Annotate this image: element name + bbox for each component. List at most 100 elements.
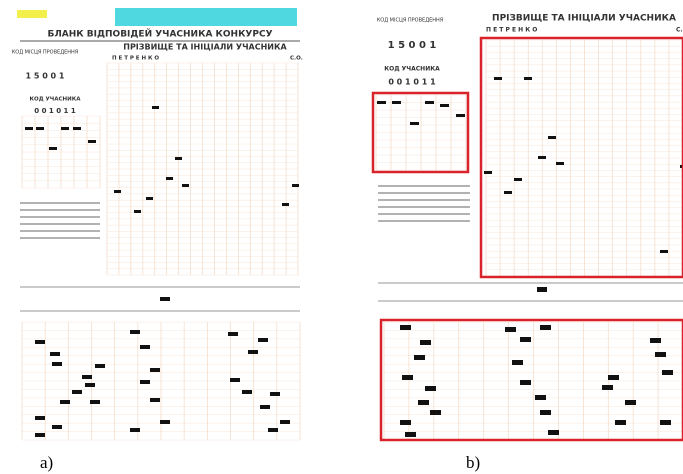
site-code-label: КОД МІСЦЯ ПРОВЕДЕННЯ	[12, 50, 79, 56]
answer-mark	[160, 297, 170, 301]
answer-mark	[60, 400, 70, 404]
answer-mark	[548, 430, 559, 435]
answer-mark	[88, 140, 96, 143]
answer-mark	[150, 368, 160, 372]
answer-mark	[35, 433, 45, 437]
initials: С.О.	[290, 56, 303, 62]
answer-mark	[425, 386, 436, 391]
answer-mark	[414, 355, 425, 360]
answer-mark	[140, 345, 150, 349]
answer-mark	[514, 178, 522, 181]
answer-mark	[655, 352, 666, 357]
answer-mark	[540, 325, 551, 330]
answer-mark	[166, 177, 173, 180]
answer-mark	[260, 405, 270, 409]
site-code-label: КОД МІСЦЯ ПРОВЕДЕННЯ	[377, 18, 444, 24]
answer-mark	[535, 395, 546, 400]
answer-mark	[377, 101, 386, 104]
answer-mark	[182, 184, 189, 187]
participant-code-label: КОД УЧАСНИКА	[30, 97, 82, 103]
initials: С.	[676, 27, 683, 34]
highlight-box	[381, 320, 683, 440]
answer-mark	[556, 162, 564, 165]
answer-mark	[537, 287, 547, 292]
answer-mark	[50, 352, 60, 356]
answer-mark	[405, 432, 416, 437]
answer-mark	[130, 428, 140, 432]
answer-mark	[228, 332, 238, 336]
answer-mark	[418, 400, 429, 405]
answer-mark	[49, 147, 57, 150]
answer-mark	[114, 190, 121, 193]
answer-mark	[280, 420, 290, 424]
answer-mark	[146, 197, 153, 200]
answer-mark	[430, 410, 441, 415]
answer-mark	[258, 338, 268, 342]
answer-mark	[660, 420, 671, 425]
name-label: ПРІЗВИЩЕ ТА ІНІЦІАЛИ УЧАСНИКА	[123, 43, 287, 52]
answer-mark	[440, 104, 449, 107]
answer-mark	[456, 114, 465, 117]
answer-mark	[152, 106, 159, 109]
figure: БЛАНК ВІДПОВІДЕЙ УЧАСНИКА КОНКУРСУ КОД М…	[0, 0, 683, 474]
answer-mark	[140, 380, 150, 384]
answer-mark	[242, 390, 252, 394]
answer-mark	[248, 350, 258, 354]
answer-mark	[400, 325, 411, 330]
answer-mark	[662, 370, 673, 375]
answer-mark	[625, 400, 636, 405]
yellow-box	[17, 10, 47, 18]
answer-mark	[520, 380, 531, 385]
answer-mark	[175, 157, 182, 160]
answer-mark	[484, 171, 492, 174]
answer-mark	[538, 156, 546, 159]
answer-mark	[504, 191, 512, 194]
title: БЛАНК ВІДПОВІДЕЙ УЧАСНИКА КОНКУРСУ	[47, 28, 272, 40]
panel-a: БЛАНК ВІДПОВІДЕЙ УЧАСНИКА КОНКУРСУ КОД М…	[12, 8, 303, 440]
answer-mark	[90, 400, 100, 404]
panel-label: a)	[40, 453, 53, 472]
answer-mark	[282, 203, 289, 206]
answer-mark	[392, 101, 401, 104]
answer-mark	[82, 375, 92, 379]
answer-mark	[650, 338, 661, 343]
answer-mark	[52, 425, 62, 429]
answer-mark	[25, 127, 33, 130]
answer-mark	[660, 250, 668, 253]
answer-mark	[608, 375, 619, 380]
answer-mark	[520, 337, 531, 342]
answer-mark	[505, 327, 516, 332]
site-code: 1 5 0 0 1	[26, 72, 65, 81]
answer-mark	[402, 375, 413, 380]
answer-mark	[36, 127, 44, 130]
answer-mark	[512, 360, 523, 365]
answer-mark	[400, 420, 411, 425]
panel-b: КОД МІСЦЯ ПРОВЕДЕННЯ 1 5 0 0 1 КОД УЧАСН…	[373, 14, 683, 441]
answer-mark	[292, 184, 299, 187]
answer-mark	[35, 416, 45, 420]
answer-mark	[134, 210, 141, 213]
answer-mark	[95, 364, 105, 368]
site-code: 1 5 0 0 1	[388, 40, 437, 51]
answer-mark	[524, 77, 532, 80]
surname: П Е Т Р Е Н К О	[486, 27, 537, 34]
answer-mark	[420, 340, 431, 345]
cyan-box	[115, 8, 297, 26]
answer-mark	[52, 362, 62, 366]
answer-mark	[35, 340, 45, 344]
answer-mark	[61, 127, 69, 130]
answer-mark	[410, 122, 419, 125]
answer-mark	[160, 420, 170, 424]
answer-mark	[494, 77, 502, 80]
answer-mark	[73, 127, 81, 130]
answer-mark	[72, 390, 82, 394]
participant-code: 0 0 1 0 1 1	[388, 78, 436, 87]
answer-mark	[425, 101, 434, 104]
participant-code-label: КОД УЧАСНИКА	[384, 66, 440, 73]
highlight-box	[481, 38, 683, 277]
answer-mark	[150, 398, 160, 402]
answer-mark	[602, 385, 613, 390]
surname: П Е Т Р Е Н К О	[112, 56, 159, 62]
answer-mark	[268, 428, 278, 432]
answer-mark	[270, 392, 280, 396]
